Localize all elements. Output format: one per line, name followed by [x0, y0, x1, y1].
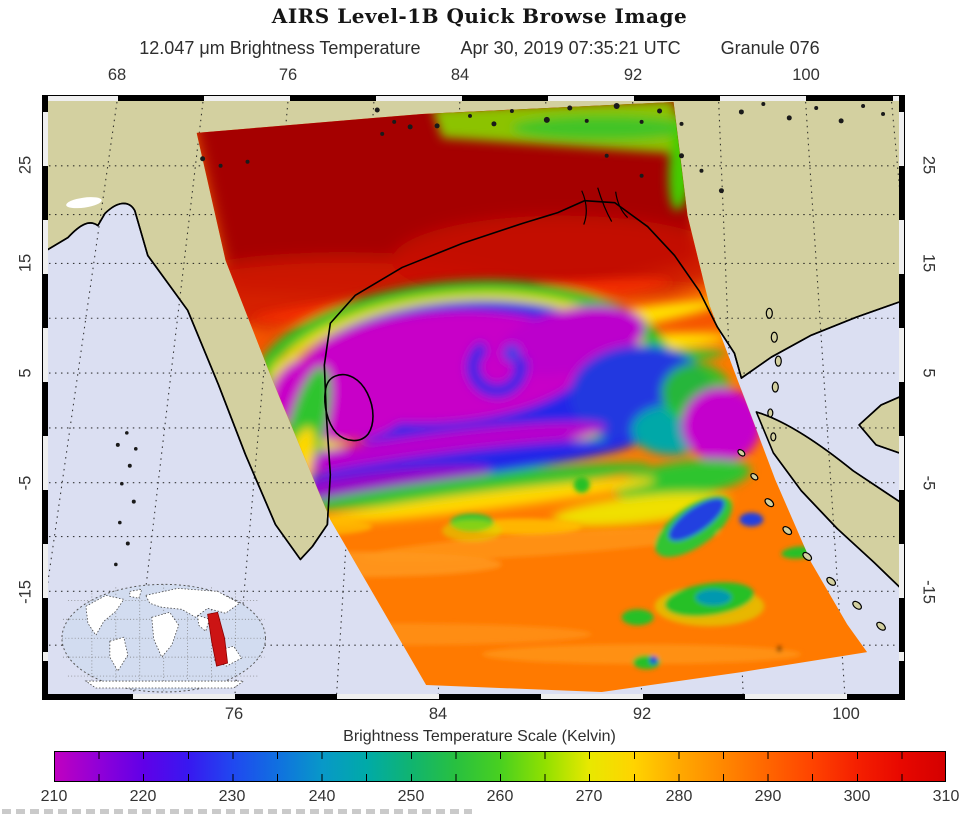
islands-and-lakes	[114, 101, 886, 567]
x-top-tick-100: 100	[792, 66, 820, 84]
map-plot	[42, 95, 905, 700]
colorbar-tick-220: 220	[129, 788, 157, 805]
y-left-tick-m15: -15	[16, 580, 35, 604]
colorbar-tick-290: 290	[754, 788, 782, 805]
colorbar-tick-230: 230	[218, 788, 246, 805]
coastline-overlay	[43, 187, 904, 592]
y-right-tick-25: 25	[919, 155, 938, 175]
colorbar-title: Brightness Temperature Scale (Kelvin)	[343, 728, 616, 745]
subtitle-granule: Granule 076	[720, 38, 820, 58]
colorbar-tick-240: 240	[308, 788, 336, 805]
x-bottom-tick-84: 84	[428, 705, 448, 723]
colorbar-tick-300: 300	[843, 788, 871, 805]
colorbar-tick-250: 250	[397, 788, 425, 805]
x-top-tick-68: 68	[107, 66, 127, 84]
salt-flat-patch	[66, 197, 102, 209]
map-canvas	[43, 96, 904, 699]
colorbar-tick-270: 270	[575, 788, 603, 805]
y-left-tick-15: 15	[16, 253, 35, 273]
y-right-tick-m15: -15	[919, 580, 938, 604]
x-bottom-tick-76: 76	[224, 705, 244, 723]
y-left-tick-5: 5	[16, 368, 35, 378]
y-right-tick-15: 15	[919, 253, 938, 273]
y-left-tick-25: 25	[16, 155, 35, 175]
x-bottom-tick-92: 92	[632, 705, 652, 723]
colorbar-minor-ticks-bottom	[55, 774, 945, 781]
colorbar	[54, 751, 946, 782]
colorbar-minor-ticks-top	[55, 752, 945, 759]
island-chains	[737, 307, 886, 631]
x-top-tick-76: 76	[278, 66, 298, 84]
inset-world-map	[61, 583, 266, 693]
colorbar-tick-210: 210	[40, 788, 68, 805]
inset-continents	[84, 587, 245, 689]
y-left-tick-m5: -5	[16, 475, 35, 491]
subtitle-product: 12.047 μm Brightness Temperature	[139, 38, 421, 58]
y-right-tick-m5: -5	[919, 475, 938, 491]
colorbar-tick-280: 280	[665, 788, 693, 805]
colorbar-tick-310: 310	[932, 788, 959, 805]
subtitle-row: 12.047 μm Brightness Temperature Apr 30,…	[0, 38, 959, 59]
colorbar-tick-260: 260	[486, 788, 514, 805]
cropped-caption-text	[2, 809, 472, 814]
subtitle-datetime: Apr 30, 2019 07:35:21 UTC	[460, 38, 681, 58]
x-top-tick-92: 92	[623, 66, 643, 84]
page-title: AIRS Level-1B Quick Browse Image	[271, 4, 688, 28]
y-right-tick-5: 5	[919, 368, 938, 378]
inset-swath-marker	[207, 611, 229, 667]
x-bottom-tick-100: 100	[832, 705, 860, 723]
x-top-tick-84: 84	[450, 66, 470, 84]
